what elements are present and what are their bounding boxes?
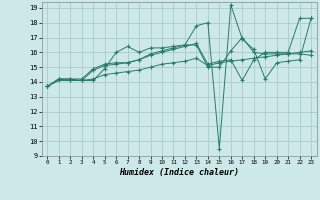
X-axis label: Humidex (Indice chaleur): Humidex (Indice chaleur) [119,168,239,177]
